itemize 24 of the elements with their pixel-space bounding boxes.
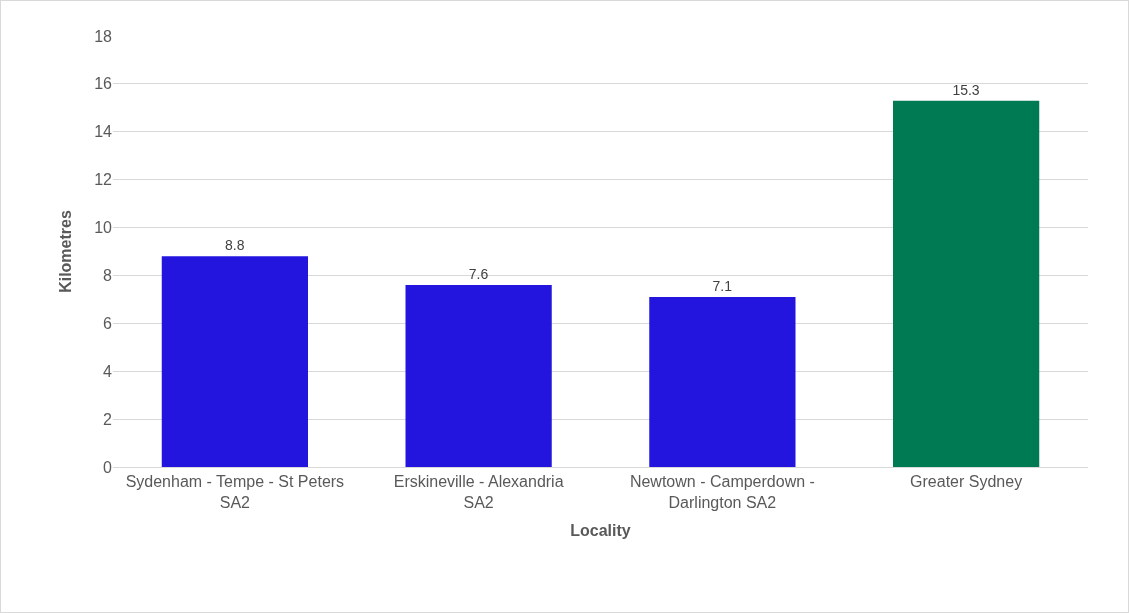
y-tick-label: 8 [103,267,113,285]
data-label: 15.3 [952,81,980,98]
data-label: 7.6 [468,266,489,283]
bar [405,285,552,467]
data-label: 7.1 [712,277,733,294]
x-axis-title: Locality [570,521,631,539]
y-tick-label: 0 [103,458,113,476]
x-tick-label: Erskineville - Alexandria SA2 [393,473,564,511]
x-tick-label: Greater Sydney [910,473,1023,491]
y-tick-label: 18 [94,27,113,45]
y-tick-label: 4 [103,362,113,380]
bar [161,256,308,467]
bar [893,100,1040,467]
bar [649,296,796,467]
y-tick-label: 10 [94,219,113,237]
y-axis-title: Kilometres [57,210,75,293]
y-tick-label: 2 [103,410,113,428]
data-label: 8.8 [225,237,245,254]
y-tick-label: 6 [103,314,113,332]
y-tick-label: 14 [94,123,113,141]
x-tick-label: Newtown - Camperdown - Darlington SA2 [629,473,815,511]
y-tick-label: 16 [94,75,113,93]
y-tick-label: 12 [94,171,113,189]
x-tick-label: Sydenham - Tempe - St Peters SA2 [125,473,345,511]
